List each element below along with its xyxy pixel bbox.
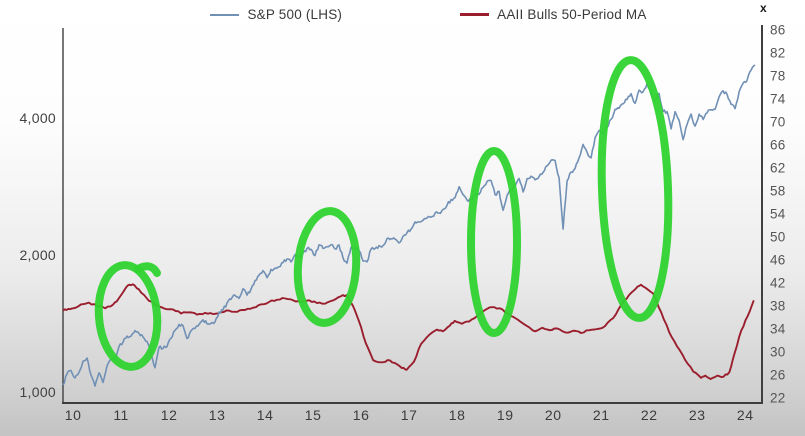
x-tick-label: 21 [593, 407, 610, 423]
sp500-line [62, 64, 756, 387]
legend-item-sp500: S&P 500 (LHS) [210, 7, 342, 22]
green-highlight-oval [94, 261, 162, 371]
right-tick-label: 26 [770, 368, 786, 383]
right-tick-label: 74 [770, 92, 786, 107]
right-tick-label: 82 [770, 46, 786, 61]
right-tick-label: 34 [770, 322, 786, 337]
x-tick-label: 16 [353, 407, 370, 423]
right-tick-label: 46 [770, 253, 786, 268]
x-tick-label: 20 [545, 407, 562, 423]
sp500-line-swatch [210, 13, 240, 16]
right-tick-label: 86 [770, 23, 786, 38]
x-tick-label: 24 [737, 407, 754, 423]
right-tick-label: 42 [770, 276, 786, 291]
right-tick-label: 58 [770, 184, 786, 199]
aaii-line-swatch [460, 13, 490, 16]
x-tick-label: 11 [113, 407, 129, 423]
x-tick-label: 19 [497, 407, 514, 423]
legend-item-aaii-bulls: AAII Bulls 50-Period MA [460, 7, 646, 22]
corner-x-mark: x [760, 1, 767, 15]
sp500-legend-label: S&P 500 (LHS) [247, 7, 343, 22]
right-tick-label: 50 [770, 230, 786, 245]
right-tick-label: 62 [770, 161, 786, 176]
right-tick-label: 66 [770, 138, 786, 153]
legend: S&P 500 (LHS) AAII Bulls 50-Period MA [26, 7, 805, 22]
right-tick-label: 38 [770, 299, 786, 314]
x-tick-label: 18 [449, 407, 466, 423]
right-tick-label: 78 [770, 69, 786, 84]
left-tick-label: 1,000 [19, 384, 56, 400]
aaii-legend-label: AAII Bulls 50-Period MA [497, 7, 647, 22]
green-highlight-oval [293, 207, 361, 327]
x-tick-label: 14 [257, 407, 274, 423]
x-tick-label: 13 [209, 407, 226, 423]
left-tick-label: 4,000 [19, 110, 56, 126]
x-tick-label: 17 [401, 407, 418, 423]
right-tick-label: 30 [770, 345, 786, 360]
x-tick-label: 22 [641, 407, 658, 423]
left-tick-label: 2,000 [19, 247, 56, 263]
green-highlight-oval [467, 147, 521, 337]
x-tick-label: 23 [689, 407, 706, 423]
aaii-bulls-ma-line [62, 283, 755, 380]
green-highlight-tail [134, 262, 161, 277]
right-tick-label: 22 [770, 391, 786, 406]
x-tick-label: 10 [65, 407, 82, 423]
green-highlight-oval [597, 56, 673, 322]
right-tick-label: 70 [770, 115, 786, 130]
right-tick-label: 54 [770, 207, 786, 222]
x-tick-label: 15 [305, 407, 322, 423]
x-tick-label: 12 [161, 407, 178, 423]
